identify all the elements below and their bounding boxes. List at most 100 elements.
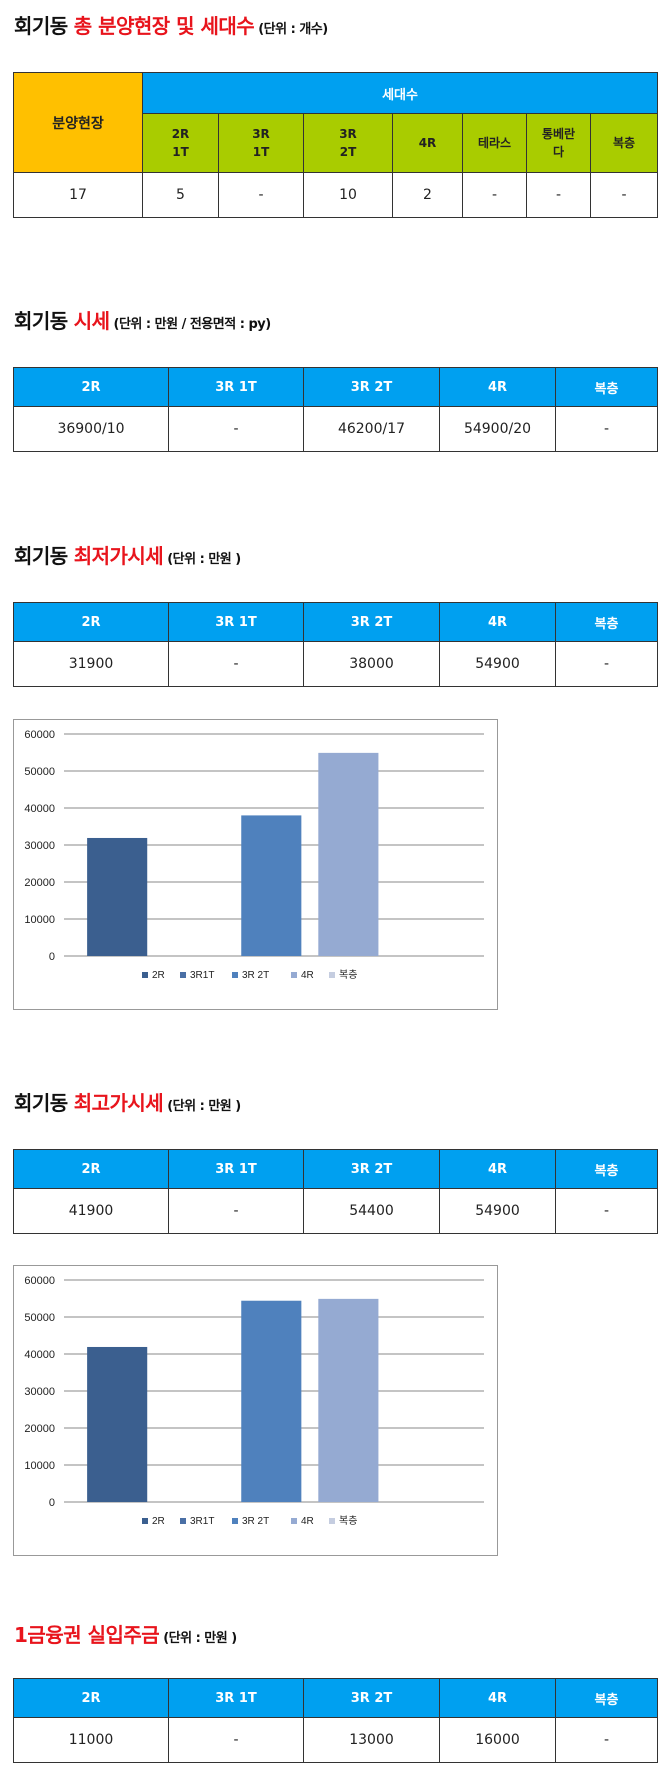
column-header: 3R 1T xyxy=(168,367,304,407)
bar-2 xyxy=(241,1300,302,1502)
section5-table: 2R 3R 1T 3R 2T 4R 복층 11000-13000 16000- xyxy=(13,1678,658,1763)
y-tick-label: 50000 xyxy=(24,1312,55,1324)
value-cell: 13000 xyxy=(303,1717,440,1763)
column-header: 4R xyxy=(439,1149,556,1189)
household-type-header: 테라스 xyxy=(462,113,527,173)
section1-unit: (단위 : 개수) xyxy=(258,22,328,37)
site-header: 분양현장 xyxy=(13,72,143,173)
value-cell: 54400 xyxy=(303,1188,440,1234)
column-header: 복층 xyxy=(555,1678,658,1718)
y-tick-label: 20000 xyxy=(24,1423,55,1435)
household-type-header: 4R xyxy=(392,113,463,173)
column-header: 2R xyxy=(13,602,169,642)
column-header: 2R xyxy=(13,367,169,407)
section1-title: 회기동 총 분양현장 및 세대수 (단위 : 개수) xyxy=(14,10,328,39)
household-count-cell: - xyxy=(218,172,304,218)
legend-label: 복층 xyxy=(339,1515,357,1527)
bar-0 xyxy=(87,1346,148,1502)
value-cell: - xyxy=(168,641,304,687)
y-tick-label: 60000 xyxy=(24,1275,55,1287)
value-cell: - xyxy=(555,406,658,452)
section5-unit: (단위 : 만원 ) xyxy=(163,1631,237,1646)
legend-swatch xyxy=(142,972,148,978)
section4-title-area: 회기동 xyxy=(14,1091,68,1115)
column-header: 4R xyxy=(439,602,556,642)
legend-swatch xyxy=(291,1518,297,1524)
column-header: 복층 xyxy=(555,602,658,642)
column-header: 복층 xyxy=(555,367,658,407)
section3-title: 회기동 최저가시세 (단위 : 만원 ) xyxy=(14,540,241,569)
header-line: 테라스 xyxy=(477,136,512,150)
section2-table: 2R 3R 1T 3R 2T 4R 복층 36900/10-46200/17 54900/2… xyxy=(13,367,658,452)
legend-swatch xyxy=(142,1518,148,1524)
section3-title-area: 회기동 xyxy=(14,544,68,568)
legend-swatch xyxy=(180,972,186,978)
value-cell: 16000 xyxy=(439,1717,556,1763)
section5-title-subject: 1금융권 실입주금 xyxy=(14,1623,160,1647)
header-line: 다 xyxy=(552,145,565,159)
header-line: 4R xyxy=(418,136,437,150)
legend-label: 복층 xyxy=(339,969,357,981)
column-header: 2R xyxy=(13,1149,169,1189)
y-tick-label: 10000 xyxy=(24,914,55,926)
header-line: 통베란 xyxy=(541,127,576,141)
value-cell: 38000 xyxy=(303,641,440,687)
household-count-cell: 2 xyxy=(392,172,463,218)
value-cell: 36900/10 xyxy=(13,406,169,452)
section3-unit: (단위 : 만원 ) xyxy=(167,552,241,567)
column-header: 복층 xyxy=(555,1149,658,1189)
section2-title-subject: 시세 xyxy=(73,309,110,333)
y-tick-label: 30000 xyxy=(24,840,55,852)
column-header: 4R xyxy=(439,367,556,407)
value-cell: 31900 xyxy=(13,641,169,687)
header-line: 1T xyxy=(172,145,189,159)
section4-table: 2R 3R 1T 3R 2T 4R 복층 41900-54400 54900- xyxy=(13,1149,658,1234)
section5-title: 1금융권 실입주금 (단위 : 만원 ) xyxy=(14,1619,237,1648)
section2-title-area: 회기동 xyxy=(14,309,68,333)
section3-table: 2R 3R 1T 3R 2T 4R 복층 31900-38000 54900- xyxy=(13,602,658,687)
household-type-header: 복층 xyxy=(589,113,659,173)
legend-swatch xyxy=(232,1518,238,1524)
section1-title-area: 회기동 xyxy=(14,14,68,38)
column-header: 3R 2T xyxy=(303,1678,440,1718)
column-header: 3R 2T xyxy=(303,602,440,642)
value-cell: 11000 xyxy=(13,1717,169,1763)
y-tick-label: 40000 xyxy=(24,803,55,815)
household-count-cell: - xyxy=(589,172,659,218)
legend-swatch xyxy=(329,1518,335,1524)
value-cell: 54900 xyxy=(439,1188,556,1234)
header-line: 1T xyxy=(252,145,270,159)
legend-label: 3R 2T xyxy=(242,1516,269,1527)
value-cell: - xyxy=(168,1188,304,1234)
highest-price-chart-svg: 60000 50000 40000 30000 20000 10000 0 2R 3R1T 3R … xyxy=(24,1275,484,1527)
value-cell: - xyxy=(555,1717,658,1763)
legend-swatch xyxy=(180,1518,186,1524)
section4-title: 회기동 최고가시세 (단위 : 만원 ) xyxy=(14,1087,241,1116)
section2-title: 회기동 시세 (단위 : 만원 / 전용면적 : py) xyxy=(14,305,271,334)
section1-title-subject: 총 분양현장 및 세대수 xyxy=(73,14,255,38)
column-header: 3R 1T xyxy=(168,602,304,642)
value-cell: 41900 xyxy=(13,1188,169,1234)
value-cell: 54900/20 xyxy=(439,406,556,452)
header-line: 2T xyxy=(339,145,357,159)
column-header: 2R xyxy=(13,1678,169,1718)
legend-swatch xyxy=(329,972,335,978)
household-count-cell: 10 xyxy=(303,172,393,218)
household-count-cell: - xyxy=(526,172,591,218)
column-header: 3R 1T xyxy=(168,1149,304,1189)
section3-title-subject: 최저가시세 xyxy=(73,544,164,568)
lowest-price-chart: 60000 50000 40000 30000 20000 10000 0 2R 3R1T 3R … xyxy=(13,719,498,1010)
bar-0 xyxy=(87,837,148,956)
legend-label: 4R xyxy=(301,970,314,981)
section1-table: 분양현장 세대수 2R 1T 3R 1T 3R 2T 4R 테라스 통베란 다 복층 17 5-10… xyxy=(13,72,659,218)
value-cell: - xyxy=(168,1717,304,1763)
household-count-cell: - xyxy=(462,172,527,218)
site-count-cell: 17 xyxy=(13,172,143,218)
y-tick-label: 0 xyxy=(49,951,55,963)
household-type-header: 2R 1T xyxy=(142,113,219,173)
column-header: 4R xyxy=(439,1678,556,1718)
household-count-cell: 5 xyxy=(142,172,219,218)
legend-label: 2R xyxy=(152,970,165,981)
column-header: 3R 2T xyxy=(303,1149,440,1189)
